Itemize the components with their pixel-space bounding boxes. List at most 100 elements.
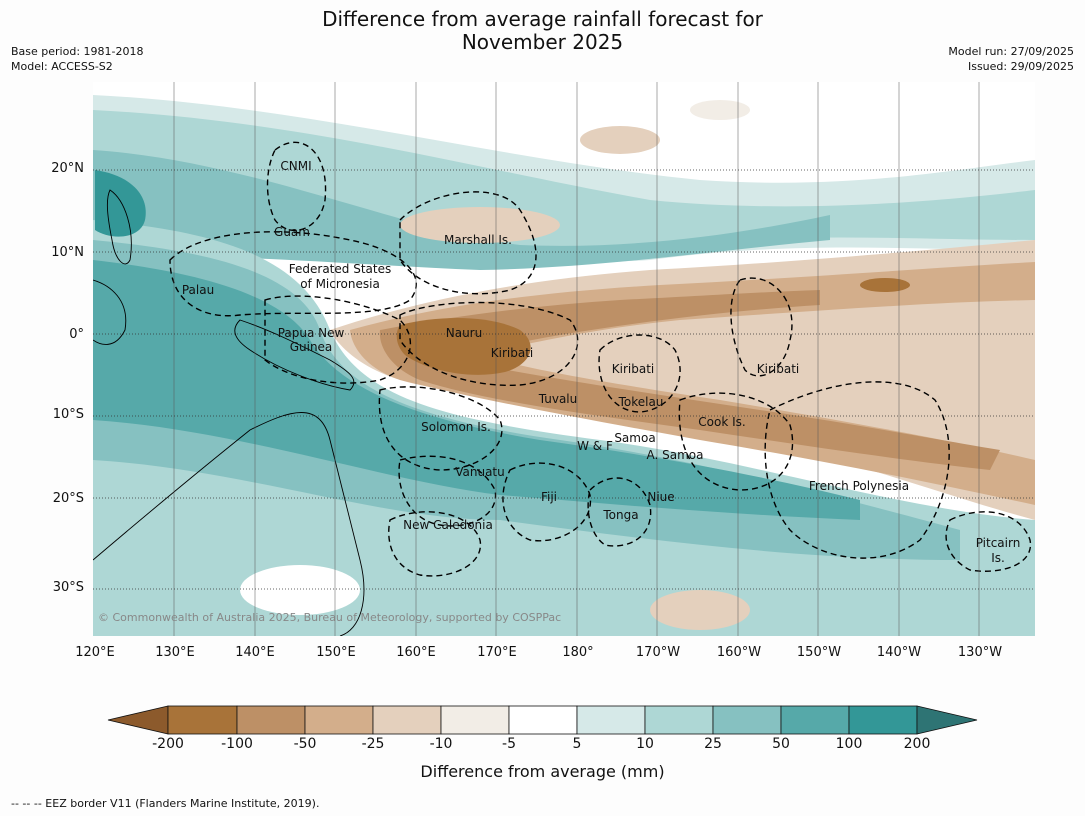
borneo-coast <box>93 279 127 345</box>
colorbar-tick-0: -200 <box>152 736 184 752</box>
map-field: CNMI Guam Marshall Is. Federated States … <box>93 82 1035 636</box>
colorbar-tick-7: 10 <box>636 736 654 752</box>
place-kiribati-east: Kiribati <box>757 362 799 376</box>
eez-french-polynesia <box>764 381 950 559</box>
place-tonga: Tonga <box>602 508 638 522</box>
lon-label-170e: 170°E <box>477 645 517 660</box>
copyright-text: © Commonwealth of Australia 2025, Bureau… <box>98 611 561 624</box>
colorbar-bin-4 <box>440 705 510 735</box>
east-dry-spot <box>860 278 910 292</box>
place-tokelau: Tokelau <box>618 395 664 409</box>
colorbar-tick-10: 100 <box>835 736 863 752</box>
place-solomon: Solomon Is. <box>421 420 491 434</box>
colorbar-low-arrow <box>107 705 169 735</box>
place-american-samoa: A. Samoa <box>647 448 704 462</box>
eez-fsm <box>169 231 417 317</box>
north-wet-band-3 <box>93 150 830 270</box>
lon-label-140w: 140°W <box>876 645 922 660</box>
lon-label-150w: 150°W <box>796 645 842 660</box>
lat-label-30s: 30°S <box>52 580 84 595</box>
australia-coast <box>93 412 365 636</box>
lon-label-140e: 140°E <box>235 645 275 660</box>
place-pitcairn-2: Is. <box>991 551 1005 565</box>
lat-label-0: 0° <box>69 327 84 342</box>
place-fsm-2: of Micronesia <box>300 277 380 291</box>
eez-cnmi <box>266 141 327 231</box>
colorbar-title: Difference from average (mm) <box>420 762 665 781</box>
new-guinea-coast <box>234 319 355 391</box>
eez-png <box>264 295 411 384</box>
north-dry-blob-3 <box>690 100 750 120</box>
graticule <box>173 82 980 636</box>
place-samoa: Samoa <box>614 431 655 445</box>
eez-kiribati-west <box>399 301 579 387</box>
place-cook: Cook Is. <box>698 415 745 429</box>
issued-date: Issued: 29/09/2025 <box>967 60 1074 73</box>
south-dry-blob <box>650 590 750 630</box>
place-guam: Guam <box>274 225 310 239</box>
colorbar-bin-8 <box>712 705 782 735</box>
equator-dry-max <box>396 318 531 375</box>
model-name: Model: ACCESS-S2 <box>11 60 113 73</box>
colorbar-bin-7 <box>644 705 714 735</box>
place-labels: CNMI Guam Marshall Is. Federated States … <box>182 159 1020 565</box>
colorbar-tick-8: 25 <box>704 736 722 752</box>
lon-label-170w: 170°W <box>635 645 681 660</box>
place-marshall: Marshall Is. <box>444 233 512 247</box>
place-vanuatu: Vanuatu <box>455 465 505 479</box>
lon-label-120e: 120°E <box>75 645 115 660</box>
lat-label-20n: 20°N <box>51 161 84 176</box>
place-french-polynesia: French Polynesia <box>809 479 909 493</box>
eez-new-caledonia <box>388 511 482 577</box>
west-wet-core <box>95 170 146 237</box>
place-tuvalu: Tuvalu <box>538 392 578 406</box>
colorbar-tick-4: -10 <box>429 736 453 752</box>
place-new-caledonia: New Caledonia <box>403 518 493 532</box>
colorbar-tick-11: 200 <box>903 736 931 752</box>
meta-left: Base period: 1981-2018 Model: ACCESS-S2 <box>11 44 143 74</box>
colorbar <box>107 705 978 735</box>
place-cnmi: CNMI <box>280 159 311 173</box>
colorbar-tick-5: -5 <box>502 736 516 752</box>
colorbar-bin-10 <box>848 705 918 735</box>
eez-footnote: -- -- -- EEZ border V11 (Flanders Marine… <box>11 797 320 810</box>
lon-label-130w: 130°W <box>957 645 1003 660</box>
eez-tonga <box>587 477 652 547</box>
title-line-2: November 2025 <box>461 30 624 54</box>
colorbar-tick-9: 50 <box>772 736 790 752</box>
place-png-2: Guinea <box>290 340 333 354</box>
eez-solomon <box>378 386 503 471</box>
place-niue: Niue <box>647 490 674 504</box>
lon-label-160w: 160°W <box>716 645 762 660</box>
north-dry-blob-1 <box>400 207 560 243</box>
eez-borders <box>169 141 1032 577</box>
place-wallis-futuna: W & F <box>577 439 613 453</box>
latitude-lines <box>93 169 1035 590</box>
eez-fiji <box>502 462 592 542</box>
colorbar-bin-1 <box>236 705 306 735</box>
base-period: Base period: 1981-2018 <box>11 45 144 58</box>
colorbar-tick-3: -25 <box>361 736 385 752</box>
meta-right: Model run: 27/09/2025 Issued: 29/09/2025 <box>948 44 1074 74</box>
west-wet-region-3 <box>93 260 860 520</box>
place-kiribati-west: Kiribati <box>491 346 533 360</box>
eez-cook <box>678 392 794 491</box>
place-nauru: Nauru <box>446 326 482 340</box>
south-dry-blob-2 <box>240 565 360 615</box>
place-pitcairn-1: Pitcairn <box>976 536 1021 550</box>
colorbar-bin-0 <box>167 705 238 735</box>
colorbar-bin-2 <box>304 705 374 735</box>
place-fsm-1: Federated States <box>289 262 391 276</box>
philippines-coast <box>106 189 132 265</box>
eez-kiribati-central <box>598 334 681 413</box>
lon-label-180: 180° <box>562 645 594 660</box>
place-kiribati-central: Kiribati <box>612 362 654 376</box>
coastlines <box>93 189 365 636</box>
map-title: Difference from average rainfall forecas… <box>0 8 1085 54</box>
lat-label-20s: 20°S <box>52 491 84 506</box>
lon-label-150e: 150°E <box>316 645 356 660</box>
place-fiji: Fiji <box>541 490 557 504</box>
model-run: Model run: 27/09/2025 <box>948 45 1074 58</box>
title-line-1: Difference from average rainfall forecas… <box>322 7 763 31</box>
